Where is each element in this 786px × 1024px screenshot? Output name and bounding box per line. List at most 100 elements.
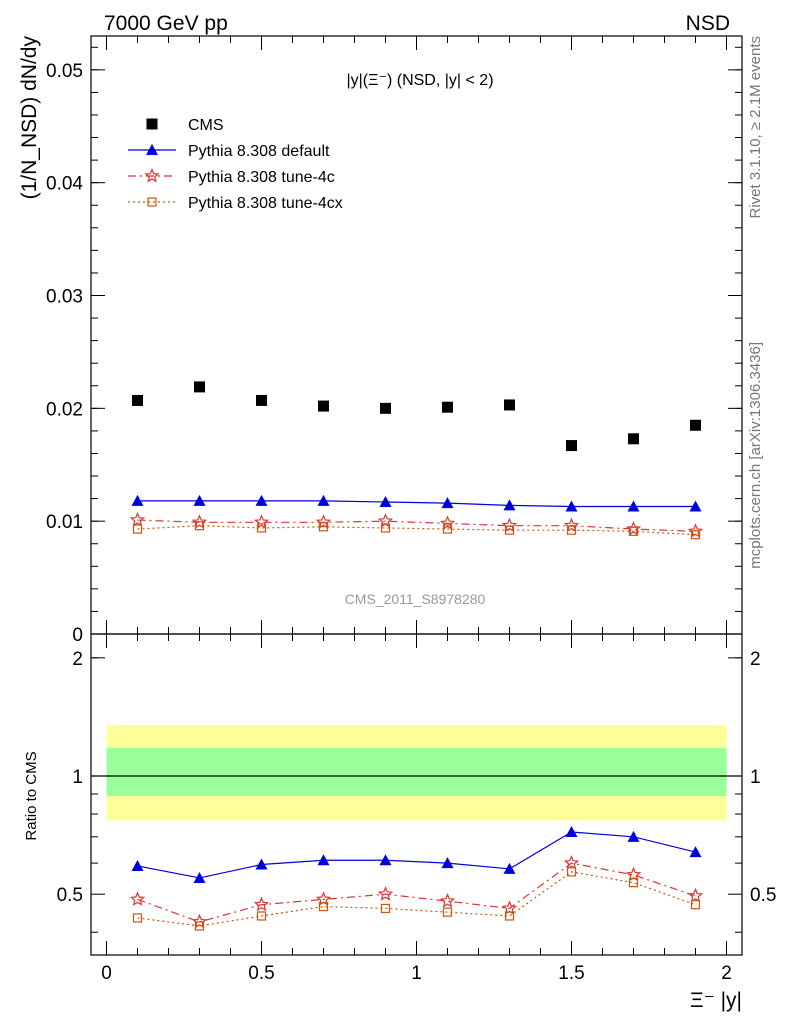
rivet-label: Rivet 3.1.10, ≥ 2.1M events xyxy=(747,36,764,219)
point-pythia-8-308-default xyxy=(255,494,268,506)
point-pythia-8-308-tune-4c xyxy=(625,521,642,536)
main-yticks: 0 0.01 0.02 0.03 0.04 0.05 xyxy=(46,46,742,646)
point-pythia-8-308-tune-4cx xyxy=(504,525,515,535)
ratio-series xyxy=(129,826,704,931)
legend-label-default: Pythia 8.308 default xyxy=(188,143,330,160)
series-pythia-8-308-tune-4c xyxy=(129,511,704,538)
point-pythia-8-308-tune-4cx xyxy=(628,526,639,536)
ratio-series-pythia-8-308-tune-4cx xyxy=(132,867,701,931)
point-pythia-8-308-default xyxy=(565,500,578,512)
ratio-point-pythia-8-308-tune-4c xyxy=(191,913,208,929)
legend-marker-pythia-8-308-tune-4c xyxy=(144,167,160,183)
main-ytick-label: 0.04 xyxy=(46,174,83,195)
main-plot: |y|(Ξ⁻) (NSD, |y| < 2) (1/N_NSD) dN/dy C… xyxy=(18,35,743,646)
ratio-point-pythia-8-308-default xyxy=(689,846,702,858)
point-pythia-8-308-tune-4cx xyxy=(380,523,391,533)
main-ytick-label: 0.02 xyxy=(46,399,83,420)
ratio-point-pythia-8-308-default xyxy=(255,858,268,870)
ratio-point-pythia-8-308-tune-4cx xyxy=(132,913,143,923)
ratio-point-pythia-8-308-tune-4cx xyxy=(628,878,639,888)
point-pythia-8-308-tune-4cx xyxy=(318,522,329,532)
series-line-pythia-8-308-default xyxy=(137,500,696,508)
header-right: NSD xyxy=(686,12,730,35)
ratio-xtick-label: 2 xyxy=(721,963,732,984)
ratio-point-pythia-8-308-tune-4cx xyxy=(256,911,267,921)
ratio-point-pythia-8-308-tune-4cx xyxy=(690,900,701,910)
ratio-point-pythia-8-308-tune-4c xyxy=(253,896,270,912)
ratio-point-pythia-8-308-tune-4c xyxy=(687,887,704,903)
legend-label-cms: CMS xyxy=(188,117,224,134)
mcplots-label: mcplots.cern.ch [arXiv:1306.3436] xyxy=(747,342,764,569)
main-ytick-label: 0.05 xyxy=(46,61,83,82)
ratio-point-pythia-8-308-tune-4c xyxy=(563,855,580,870)
point-cms xyxy=(318,400,329,412)
ratio-point-pythia-8-308-tune-4cx xyxy=(566,867,577,877)
ratio-point-pythia-8-308-tune-4cx xyxy=(504,911,515,921)
point-cms xyxy=(256,394,267,406)
main-ytick-label: 0.03 xyxy=(46,287,83,308)
ratio-xtick-label: 1 xyxy=(411,963,422,984)
point-cms xyxy=(132,394,143,406)
main-ytick-label: 0.01 xyxy=(46,512,83,533)
point-pythia-8-308-tune-4c xyxy=(191,514,208,529)
point-pythia-8-308-tune-4cx xyxy=(256,523,267,533)
ratio-line-pythia-8-308-default xyxy=(137,831,696,879)
point-pythia-8-308-tune-4c xyxy=(253,514,270,529)
point-pythia-8-308-default xyxy=(441,497,454,509)
point-pythia-8-308-tune-4c xyxy=(315,514,332,529)
point-cms xyxy=(628,433,639,445)
series-line-pythia-8-308-tune-4c xyxy=(137,519,696,532)
ratio-line-pythia-8-308-tune-4c xyxy=(137,862,696,923)
point-pythia-8-308-default xyxy=(379,495,392,507)
main-xticks xyxy=(106,36,727,634)
point-cms xyxy=(504,399,515,411)
point-pythia-8-308-default xyxy=(193,494,206,506)
ratio-point-pythia-8-308-tune-4c xyxy=(625,866,642,882)
point-pythia-8-308-default xyxy=(317,494,330,506)
point-pythia-8-308-tune-4cx xyxy=(194,521,205,531)
main-plot-title: |y|(Ξ⁻) (NSD, |y| < 2) xyxy=(346,72,493,89)
ratio-point-pythia-8-308-default xyxy=(627,830,640,842)
ratio-plot-xlabel: Ξ⁻ |y| xyxy=(690,989,742,1012)
ratio-point-pythia-8-308-tune-4cx xyxy=(194,921,205,931)
legend-marker-cms xyxy=(146,118,158,130)
ratio-ytick-label-right: 0.5 xyxy=(750,885,776,906)
main-plot-watermark: CMS_2011_S8978280 xyxy=(345,591,486,607)
series-line-pythia-8-308-tune-4cx xyxy=(137,525,696,536)
legend-marker-pythia-8-308-tune-4cx xyxy=(147,197,157,207)
series-cms xyxy=(132,381,701,452)
main-series xyxy=(129,381,704,540)
ratio-point-pythia-8-308-tune-4cx xyxy=(442,907,453,917)
point-cms xyxy=(690,419,701,431)
point-pythia-8-308-tune-4c xyxy=(129,511,146,527)
legend-label-tune4c: Pythia 8.308 tune-4c xyxy=(188,169,335,186)
ratio-xtick-label: 1.5 xyxy=(558,963,584,984)
ratio-point-pythia-8-308-default xyxy=(379,854,392,866)
ratio-point-pythia-8-308-default xyxy=(503,862,516,874)
point-pythia-8-308-default xyxy=(131,494,144,506)
ratio-plot-ylabel: Ratio to CMS xyxy=(23,751,40,840)
point-pythia-8-308-tune-4cx xyxy=(690,530,701,540)
series-pythia-8-308-default xyxy=(131,494,702,512)
point-cms xyxy=(380,402,391,414)
ratio-xticks: 0 0.5 1 1.5 2 xyxy=(101,634,732,984)
series-pythia-8-308-tune-4cx xyxy=(132,521,701,540)
main-plot-ylabel: (1/N_NSD) dN/dy xyxy=(18,36,41,200)
point-pythia-8-308-default xyxy=(689,500,702,512)
ratio-ytick-label: 2 xyxy=(72,649,83,670)
ratio-point-pythia-8-308-default xyxy=(317,854,330,866)
ratio-point-pythia-8-308-default xyxy=(565,826,578,838)
ratio-point-pythia-8-308-default xyxy=(131,859,144,871)
point-pythia-8-308-tune-4cx xyxy=(132,524,143,534)
ratio-series-pythia-8-308-default xyxy=(131,826,702,883)
ratio-ytick-label-right: 1 xyxy=(750,767,761,788)
point-pythia-8-308-tune-4c xyxy=(687,523,704,538)
point-pythia-8-308-tune-4cx xyxy=(566,525,577,535)
ratio-line-pythia-8-308-tune-4cx xyxy=(137,871,696,927)
ratio-band-green xyxy=(106,747,727,796)
point-cms xyxy=(566,440,577,452)
ratio-point-pythia-8-308-default xyxy=(193,871,206,883)
point-pythia-8-308-tune-4c xyxy=(563,517,580,533)
ratio-ytick-label-right: 2 xyxy=(750,649,761,670)
